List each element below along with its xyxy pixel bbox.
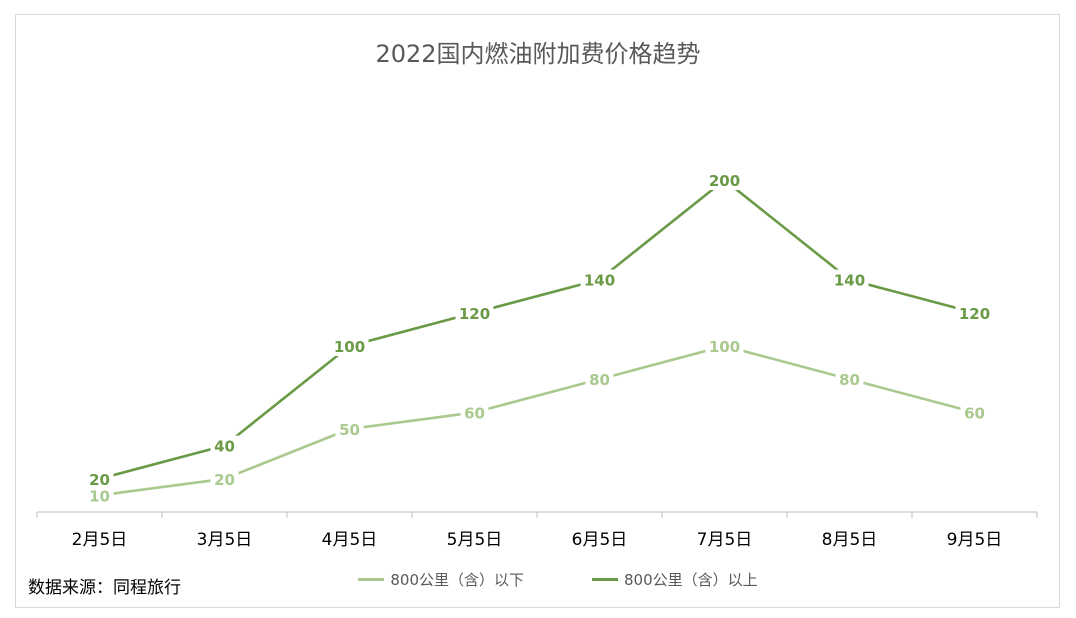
data-label: 60 bbox=[464, 404, 485, 422]
data-label-bg bbox=[835, 369, 864, 390]
x-tick-label: 9月5日 bbox=[947, 530, 1003, 550]
legend: 800公里（含）以下 800公里（含）以上 bbox=[0, 569, 1076, 590]
x-tick-label: 6月5日 bbox=[572, 530, 628, 550]
series-line-1 bbox=[98, 178, 976, 481]
data-label: 50 bbox=[339, 421, 360, 439]
data-label: 200 bbox=[709, 172, 740, 190]
data-label-bg bbox=[580, 269, 619, 290]
data-label: 100 bbox=[709, 338, 740, 356]
x-tick-label: 4月5日 bbox=[322, 530, 378, 550]
x-tick-label: 2月5日 bbox=[72, 530, 128, 550]
chart-title: 2022国内燃油附加费价格趋势 bbox=[375, 40, 701, 68]
data-label-bg bbox=[85, 468, 114, 489]
legend-swatch-above-800 bbox=[592, 578, 618, 581]
data-label-bg bbox=[455, 302, 494, 323]
data-label: 20 bbox=[89, 471, 110, 489]
data-label-bg bbox=[955, 302, 994, 323]
data-label-bg bbox=[830, 269, 869, 290]
data-label: 10 bbox=[89, 487, 110, 505]
data-label-bg bbox=[210, 468, 239, 489]
data-label: 40 bbox=[214, 438, 235, 456]
x-tick-label: 3月5日 bbox=[197, 530, 253, 550]
data-label: 140 bbox=[584, 272, 615, 290]
data-label: 80 bbox=[589, 371, 610, 389]
source-note: 数据来源：同程旅行 bbox=[28, 578, 181, 598]
data-label-bg bbox=[330, 336, 369, 356]
x-tick-label: 8月5日 bbox=[822, 530, 878, 550]
data-label: 100 bbox=[334, 338, 365, 356]
data-label-bg bbox=[460, 402, 489, 423]
data-label-bg bbox=[705, 170, 744, 190]
legend-item-below-800: 800公里（含）以下 bbox=[318, 569, 524, 590]
data-label: 120 bbox=[959, 305, 990, 323]
x-tick-label: 7月5日 bbox=[697, 530, 753, 550]
legend-item-above-800: 800公里（含）以上 bbox=[552, 569, 758, 590]
data-label: 140 bbox=[834, 272, 865, 290]
data-label: 80 bbox=[839, 371, 860, 389]
data-label-bg bbox=[960, 402, 989, 423]
data-label: 120 bbox=[459, 305, 490, 323]
series-line-0 bbox=[98, 344, 976, 497]
x-tick-label: 5月5日 bbox=[447, 530, 503, 550]
data-label-bg bbox=[705, 336, 744, 356]
data-label: 20 bbox=[214, 471, 235, 489]
data-label-bg bbox=[335, 419, 364, 439]
data-label-bg bbox=[210, 435, 239, 456]
legend-label-above-800: 800公里（含）以上 bbox=[624, 571, 758, 589]
data-label-bg bbox=[585, 369, 614, 390]
legend-label-below-800: 800公里（含）以下 bbox=[390, 571, 524, 589]
data-label-bg bbox=[85, 485, 114, 506]
data-label: 60 bbox=[964, 404, 985, 422]
chart-frame bbox=[15, 14, 1060, 608]
legend-swatch-below-800 bbox=[358, 578, 385, 581]
